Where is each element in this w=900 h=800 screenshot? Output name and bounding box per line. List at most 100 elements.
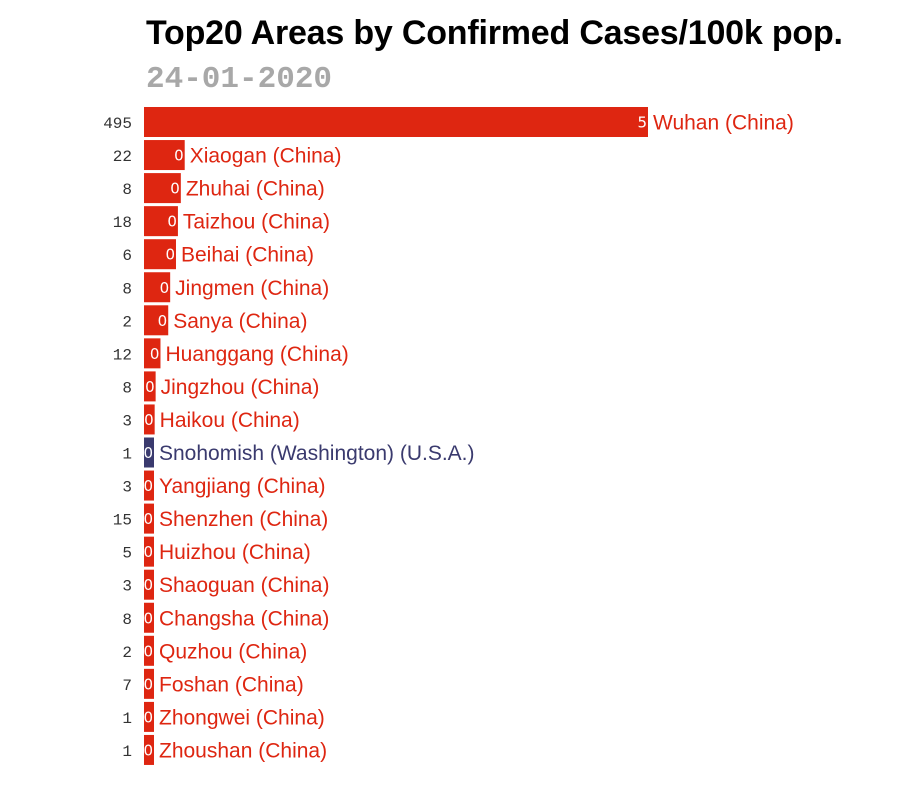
bar-row: 2 0 Quzhou (China) xyxy=(122,635,307,666)
confirmed-count-label: 3 xyxy=(122,479,132,497)
bar-row: 3 0 Haikou (China) xyxy=(122,404,300,435)
area-name-label: Shaoguan (China) xyxy=(159,574,329,597)
bar xyxy=(144,239,176,270)
bar xyxy=(144,173,181,204)
bar xyxy=(144,701,154,732)
area-name-label: Snohomish (Washington) (U.S.A.) xyxy=(159,442,475,465)
bar xyxy=(144,470,154,501)
bar xyxy=(144,668,154,699)
area-name-label: Jingmen (China) xyxy=(175,277,329,300)
bar-value-label: 0 xyxy=(143,477,153,495)
area-name-label: Haikou (China) xyxy=(160,409,300,432)
bar xyxy=(144,734,154,765)
area-name-label: Taizhou (China) xyxy=(183,211,330,234)
area-name-label: Zhoushan (China) xyxy=(159,739,327,762)
bar-row: 1 0 Snohomish (Washington) (U.S.A.) xyxy=(122,437,475,468)
area-name-label: Yangjiang (China) xyxy=(159,475,326,498)
bar-value-label: 0 xyxy=(143,576,153,594)
bar xyxy=(144,437,154,468)
bar-value-label: 0 xyxy=(144,411,154,429)
bar-row: 7 0 Foshan (China) xyxy=(122,668,304,699)
bar-value-label: 0 xyxy=(158,312,168,330)
area-name-label: Huizhou (China) xyxy=(159,541,311,564)
bar-row: 6 0 Beihai (China) xyxy=(122,239,314,270)
bar-row: 495 5 Wuhan (China) xyxy=(103,107,794,137)
bar xyxy=(144,272,171,303)
bar-row: 12 0 Huanggang (China) xyxy=(113,338,349,369)
bar-row: 8 0 Jingmen (China) xyxy=(122,272,329,303)
area-name-label: Xiaogan (China) xyxy=(190,145,342,168)
bar-value-label: 0 xyxy=(160,279,170,297)
bar-value-label: 0 xyxy=(165,246,175,264)
bar-row: 8 0 Changsha (China) xyxy=(122,602,329,633)
area-name-label: Zhongwei (China) xyxy=(159,706,325,729)
area-name-label: Beihai (China) xyxy=(181,244,314,267)
bar xyxy=(144,404,155,435)
bar-row: 8 0 Zhuhai (China) xyxy=(122,173,325,204)
confirmed-count-label: 8 xyxy=(122,379,132,397)
bar xyxy=(144,602,154,633)
bar-value-label: 0 xyxy=(145,378,155,396)
bar-value-label: 0 xyxy=(150,345,160,363)
confirmed-count-label: 18 xyxy=(113,214,132,232)
confirmed-count-label: 5 xyxy=(122,545,132,563)
confirmed-count-label: 7 xyxy=(122,677,132,695)
bar xyxy=(144,206,178,237)
area-name-label: Shenzhen (China) xyxy=(159,508,328,531)
bar-value-label: 0 xyxy=(143,741,153,759)
confirmed-count-label: 8 xyxy=(122,611,132,629)
confirmed-count-label: 1 xyxy=(122,743,132,761)
bar-value-label: 0 xyxy=(167,213,177,231)
bar xyxy=(144,305,169,336)
confirmed-count-label: 12 xyxy=(113,346,132,364)
bar xyxy=(144,371,156,402)
area-name-label: Quzhou (China) xyxy=(159,640,307,663)
bar-value-label: 0 xyxy=(143,675,153,693)
confirmed-count-label: 495 xyxy=(103,115,132,133)
bar-value-label: 0 xyxy=(143,609,153,627)
confirmed-count-label: 8 xyxy=(122,280,132,298)
area-name-label: Changsha (China) xyxy=(159,607,329,630)
bar-row: 15 0 Shenzhen (China) xyxy=(113,503,328,534)
bar xyxy=(144,536,154,567)
area-name-label: Wuhan (China) xyxy=(653,112,794,135)
confirmed-count-label: 1 xyxy=(122,446,132,464)
bar-row: 3 0 Shaoguan (China) xyxy=(122,569,329,600)
confirmed-count-label: 3 xyxy=(122,578,132,596)
bar xyxy=(144,569,154,600)
bar xyxy=(144,338,161,369)
bar-row: 2 0 Sanya (China) xyxy=(122,305,307,336)
confirmed-count-label: 2 xyxy=(122,313,132,331)
bar-row: 18 0 Taizhou (China) xyxy=(113,206,330,237)
area-name-label: Sanya (China) xyxy=(173,310,307,333)
bar-value-label: 0 xyxy=(143,510,153,528)
chart-title: Top20 Areas by Confirmed Cases/100k pop. xyxy=(146,14,843,52)
bar-value-label: 0 xyxy=(143,708,153,726)
chart-date: 24-01-2020 xyxy=(146,62,333,97)
bar-row: 5 0 Huizhou (China) xyxy=(122,536,311,567)
bar xyxy=(144,107,648,137)
bar-value-label: 0 xyxy=(143,543,153,561)
bar xyxy=(144,635,154,666)
confirmed-count-label: 8 xyxy=(122,181,132,199)
area-name-label: Jingzhou (China) xyxy=(161,376,320,399)
bar-row: 3 0 Yangjiang (China) xyxy=(122,470,326,501)
confirmed-count-label: 3 xyxy=(122,412,132,430)
bar-row: 8 0 Jingzhou (China) xyxy=(122,371,320,402)
bar-value-label: 0 xyxy=(143,444,153,462)
area-name-label: Zhuhai (China) xyxy=(186,178,325,201)
bar-value-label: 0 xyxy=(170,180,180,198)
bar xyxy=(144,140,185,171)
bar-value-label: 5 xyxy=(637,114,647,132)
bar-value-label: 0 xyxy=(174,147,184,165)
confirmed-count-label: 22 xyxy=(113,148,132,166)
confirmed-count-label: 1 xyxy=(122,710,132,728)
area-name-label: Foshan (China) xyxy=(159,673,304,696)
bar-value-label: 0 xyxy=(143,642,153,660)
confirmed-count-label: 15 xyxy=(113,512,132,530)
confirmed-count-label: 6 xyxy=(122,247,132,265)
bar-row: 22 0 Xiaogan (China) xyxy=(113,140,342,171)
bar-row: 1 0 Zhongwei (China) xyxy=(122,701,325,732)
confirmed-count-label: 2 xyxy=(122,644,132,662)
